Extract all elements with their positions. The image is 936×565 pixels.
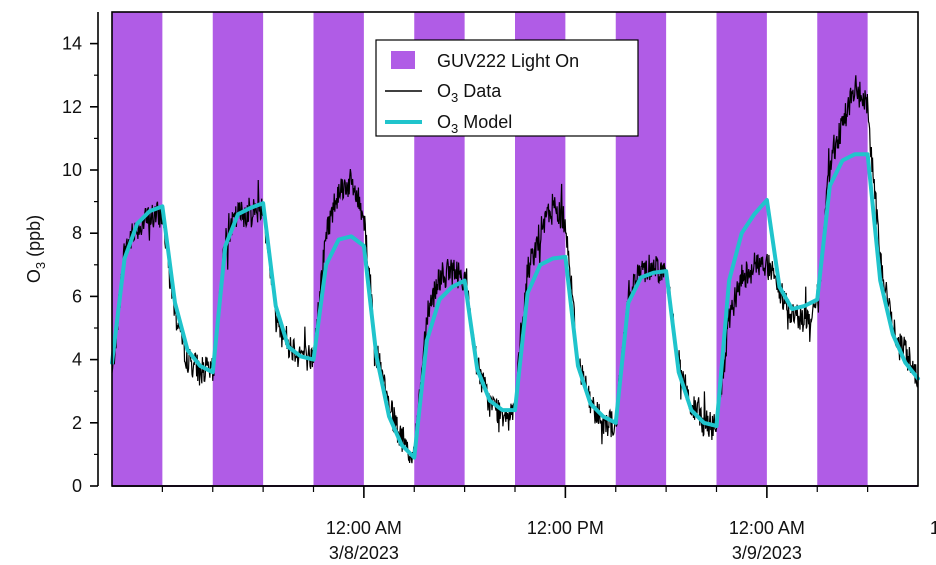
- x-tick-label: 12:00 PM: [527, 518, 604, 538]
- y-axis-label-subscript: 3: [33, 262, 48, 269]
- y-tick-label: 10: [62, 160, 82, 180]
- y-tick-label: 14: [62, 34, 82, 54]
- legend-label-model: O3 Model: [437, 112, 512, 136]
- legend-swatch-light-on: [391, 51, 415, 69]
- y-axis-label-main: O: [24, 269, 44, 283]
- y-tick-label: 0: [72, 476, 82, 496]
- x-tick-label: 12:00 PM: [930, 518, 936, 538]
- y-tick-label: 6: [72, 286, 82, 306]
- legend: GUV222 Light On O3 Data O3 Model: [375, 39, 639, 137]
- x-tick-date-label: 3/8/2023: [329, 543, 399, 563]
- light-on-band: [112, 12, 163, 486]
- y-tick-label: 12: [62, 97, 82, 117]
- light-on-band: [716, 12, 767, 486]
- legend-label-light-on: GUV222 Light On: [437, 51, 579, 71]
- x-tick-date-label: 3/9/2023: [732, 543, 802, 563]
- y-axis-label-rest: (ppb): [24, 215, 44, 262]
- y-axis-label: O3 (ppb): [24, 215, 48, 283]
- x-tick-label: 12:00 AM: [729, 518, 805, 538]
- legend-label-data: O3 Data: [437, 81, 502, 105]
- light-on-band: [313, 12, 364, 486]
- light-on-band: [212, 12, 264, 486]
- series-line-o3-model: [110, 152, 920, 460]
- x-axis: 12:00 AM 3/8/2023 12:00 PM 12:00 AM 3/9/2023…: [112, 485, 936, 563]
- y-tick-label: 4: [72, 350, 82, 370]
- y-axis: 0 2 4 6 8 10 12 14: [62, 12, 99, 496]
- series-layer: [110, 75, 920, 464]
- y-tick-label: 2: [72, 413, 82, 433]
- y-tick-label: 8: [72, 223, 82, 243]
- x-tick-label: 12:00 AM: [326, 518, 402, 538]
